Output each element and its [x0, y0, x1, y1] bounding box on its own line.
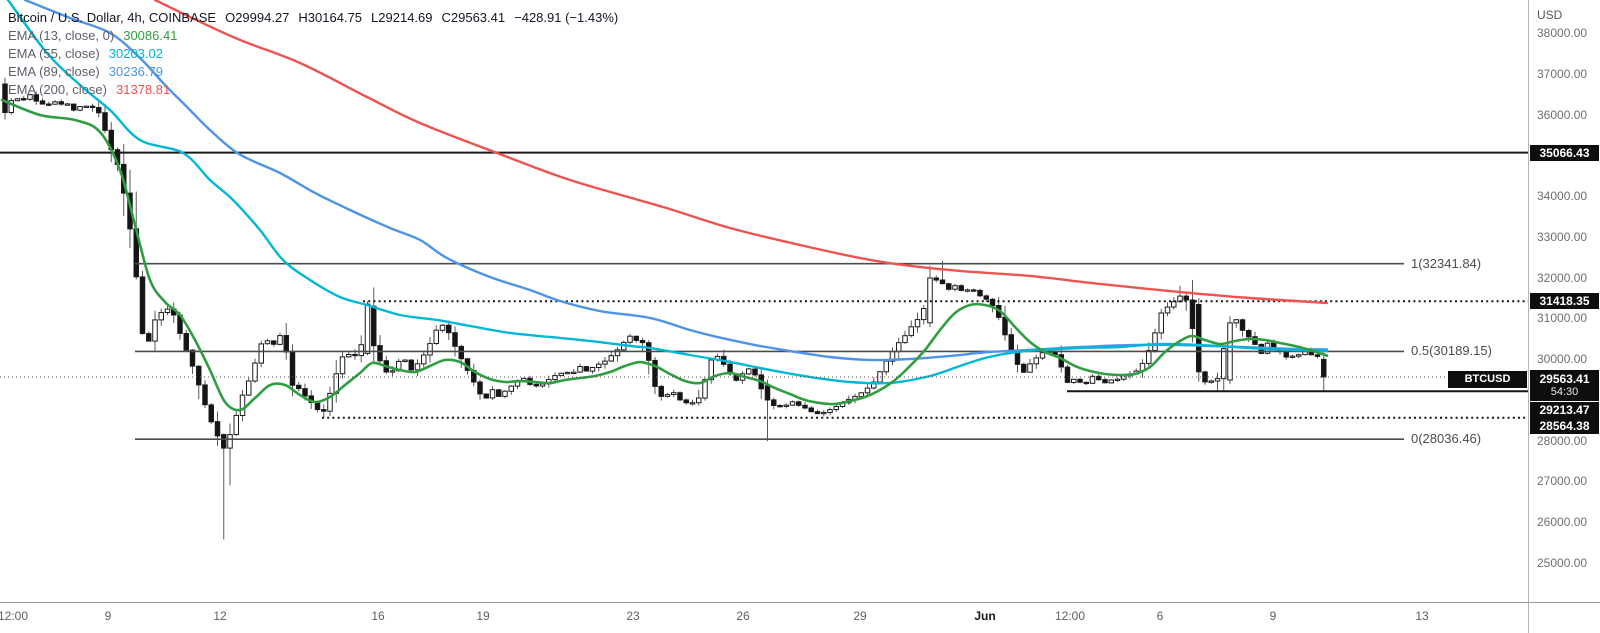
price-axis-tick: 30000.00 [1537, 352, 1588, 367]
fib-level-label: 0.5(30189.15) [1411, 343, 1492, 359]
price-axis-tick: 26000.00 [1537, 515, 1588, 530]
price-axis-separator [1528, 0, 1529, 633]
level-price-badge: 28564.38 [1530, 417, 1599, 434]
price-axis-tick: 31000.00 [1537, 311, 1588, 326]
time-axis-tick: 12:00 [1054, 609, 1086, 623]
time-axis-tick: 9 [104, 609, 112, 623]
fib-level-label: 0(28036.46) [1411, 431, 1482, 447]
price-axis-tick: 25000.00 [1537, 556, 1588, 570]
price-axis-tick: 32000.00 [1537, 270, 1588, 285]
time-axis-tick: 16 [371, 609, 385, 623]
current-price-value: 29563.41 [1539, 371, 1590, 386]
price-axis-tick: 38000.00 [1537, 26, 1588, 40]
price-axis-tick: 37000.00 [1537, 66, 1588, 81]
time-axis-tick: 19 [476, 609, 490, 623]
chart-canvas[interactable] [0, 0, 1528, 602]
time-axis-tick: 29 [853, 609, 867, 623]
time-axis-tick: Jun [974, 609, 996, 623]
level-price-badge: 35066.43 [1530, 144, 1599, 161]
time-axis-tick: 12:00 [0, 609, 29, 623]
candle-countdown: 54:30 [1550, 385, 1579, 398]
fib-level-label: 1(32341.84) [1411, 255, 1482, 271]
price-axis-tick: 33000.00 [1537, 229, 1588, 244]
price-axis-tick: 36000.00 [1537, 107, 1588, 122]
chart-pane[interactable]: Bitcoin / U.S. Dollar, 4h, COINBASE O299… [0, 0, 1528, 602]
time-axis-tick: 6 [1156, 609, 1164, 623]
symbol-price-tag: BTCUSD [1448, 370, 1527, 388]
time-axis[interactable]: 12:00 9 12 16 19 23 26 29 Jun 12:00 6 9 13 [0, 603, 1600, 633]
time-axis-tick: 9 [1269, 609, 1277, 623]
level-price-badge: 29213.47 [1530, 402, 1599, 419]
price-axis-tick: 28000.00 [1537, 433, 1588, 448]
time-axis-tick: 23 [626, 609, 640, 623]
price-axis-tick: 34000.00 [1537, 189, 1588, 204]
current-price-badge: 29563.41 54:30 [1530, 369, 1599, 401]
price-axis[interactable]: USD 29563.41 54:30 38000.00 37000.00 36000… [1529, 0, 1600, 602]
time-axis-tick: 12 [213, 609, 227, 623]
level-price-badge: 31418.35 [1530, 293, 1599, 310]
time-axis-separator [0, 602, 1600, 603]
time-axis-tick: 26 [736, 609, 750, 623]
axis-currency-label: USD [1537, 8, 1563, 22]
price-axis-tick: 27000.00 [1537, 474, 1588, 489]
time-axis-tick: 13 [1415, 609, 1429, 623]
